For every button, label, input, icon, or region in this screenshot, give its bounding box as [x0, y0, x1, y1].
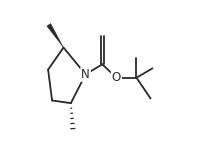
Text: O: O: [112, 71, 121, 84]
Text: N: N: [81, 68, 90, 81]
Polygon shape: [47, 24, 63, 48]
